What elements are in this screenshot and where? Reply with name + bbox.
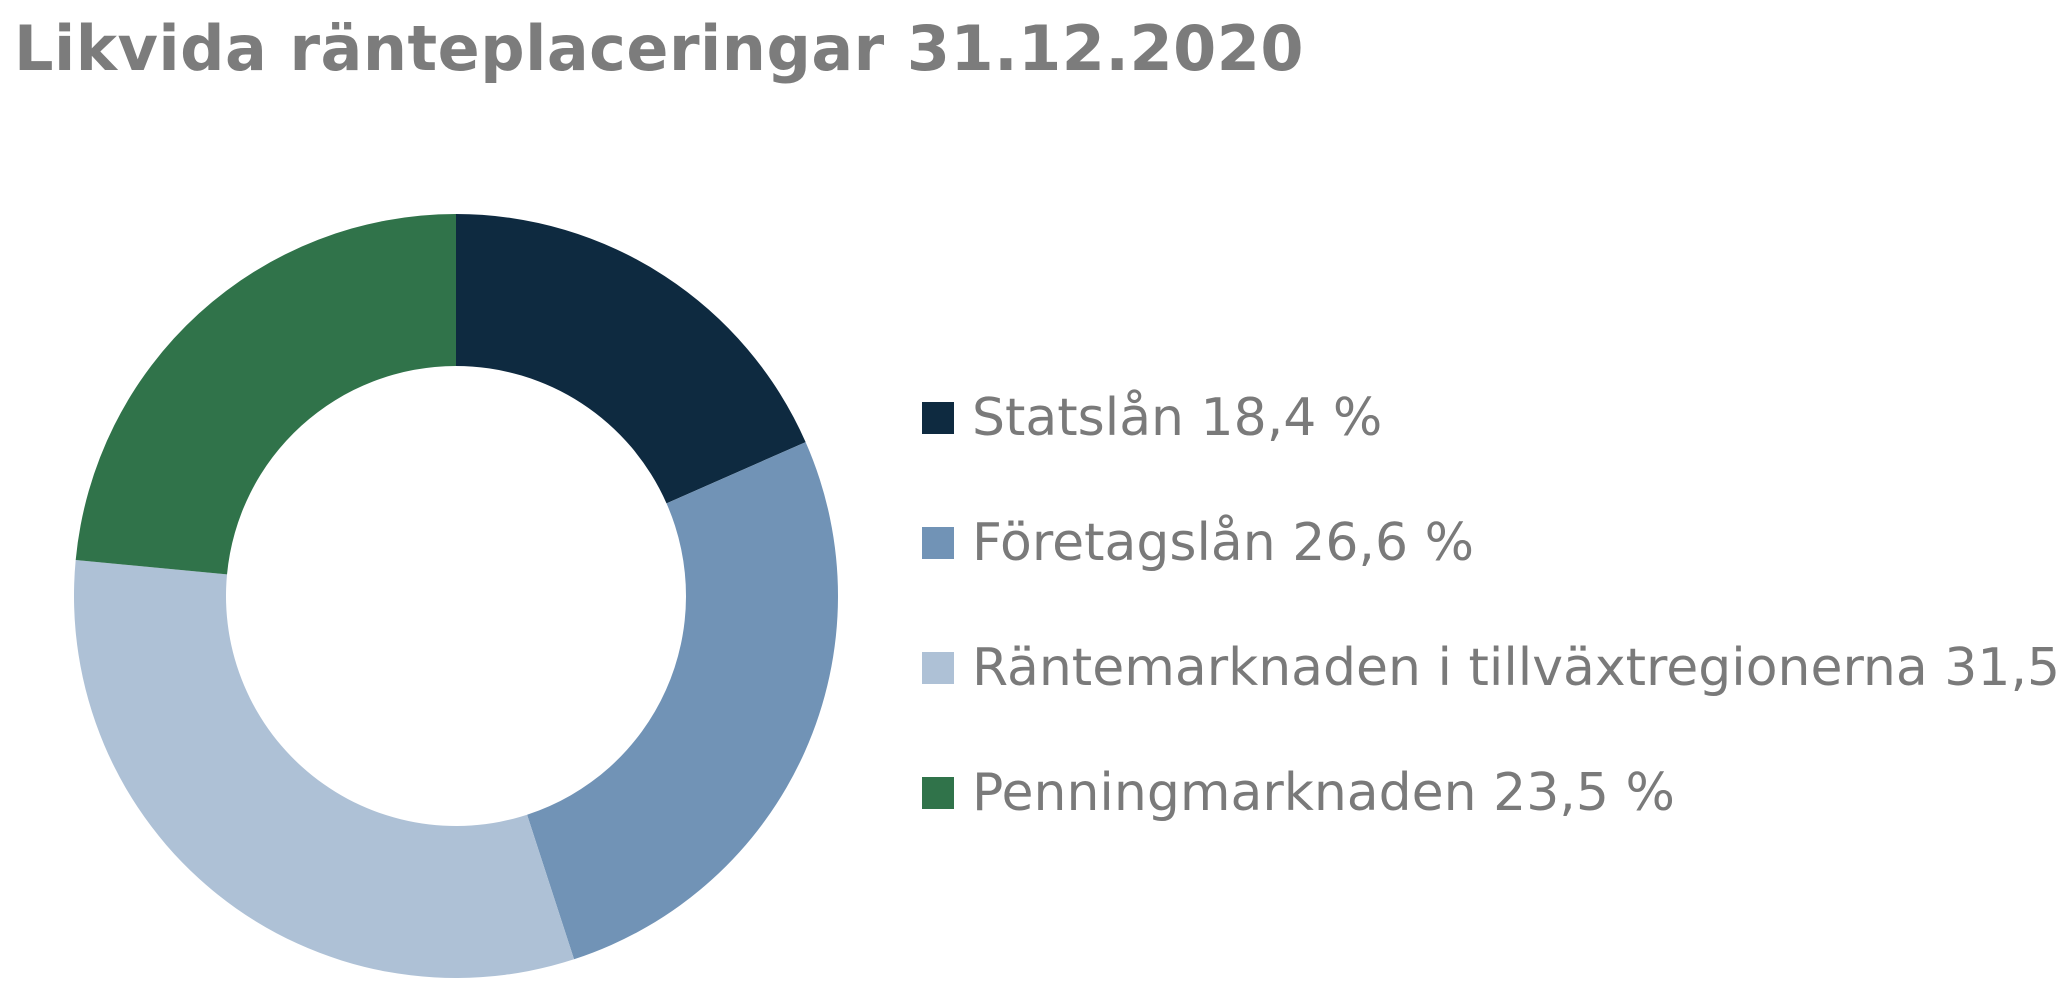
donut-slices xyxy=(74,214,838,978)
donut-slice-penningmarknaden xyxy=(75,214,457,575)
legend-label-rantemarknaden: Räntemarknaden i tillväxtregionerna 31,5… xyxy=(972,637,2059,698)
legend-item-penningmarknaden: Penningmarknaden 23,5 % xyxy=(922,730,2042,855)
legend-item-statslan: Statslån 18,4 % xyxy=(922,355,2042,480)
chart-legend: Statslån 18,4 % Företagslån 26,6 % Ränte… xyxy=(922,355,2059,855)
legend-swatch-statslan xyxy=(922,401,954,434)
donut-slice-företagslån xyxy=(527,442,838,960)
legend-swatch-rantemarknaden xyxy=(922,651,954,684)
legend-label-foretagslan: Företagslån 26,6 % xyxy=(972,512,1474,573)
legend-label-statslan: Statslån 18,4 % xyxy=(972,387,1383,448)
donut-slice-statslån xyxy=(456,214,806,504)
legend-item-rantemarknaden: Räntemarknaden i tillväxtregionerna 31,5… xyxy=(922,605,2059,730)
legend-item-foretagslan: Företagslån 26,6 % xyxy=(922,480,2042,605)
chart-title: Likvida ränteplaceringar 31.12.2020 xyxy=(14,12,1305,85)
donut-slice-räntemarknaden-i-tillväxtregionerna xyxy=(74,560,575,978)
legend-swatch-foretagslan xyxy=(922,526,954,559)
legend-swatch-penningmarknaden xyxy=(922,776,954,809)
legend-label-penningmarknaden: Penningmarknaden 23,5 % xyxy=(972,762,1675,823)
